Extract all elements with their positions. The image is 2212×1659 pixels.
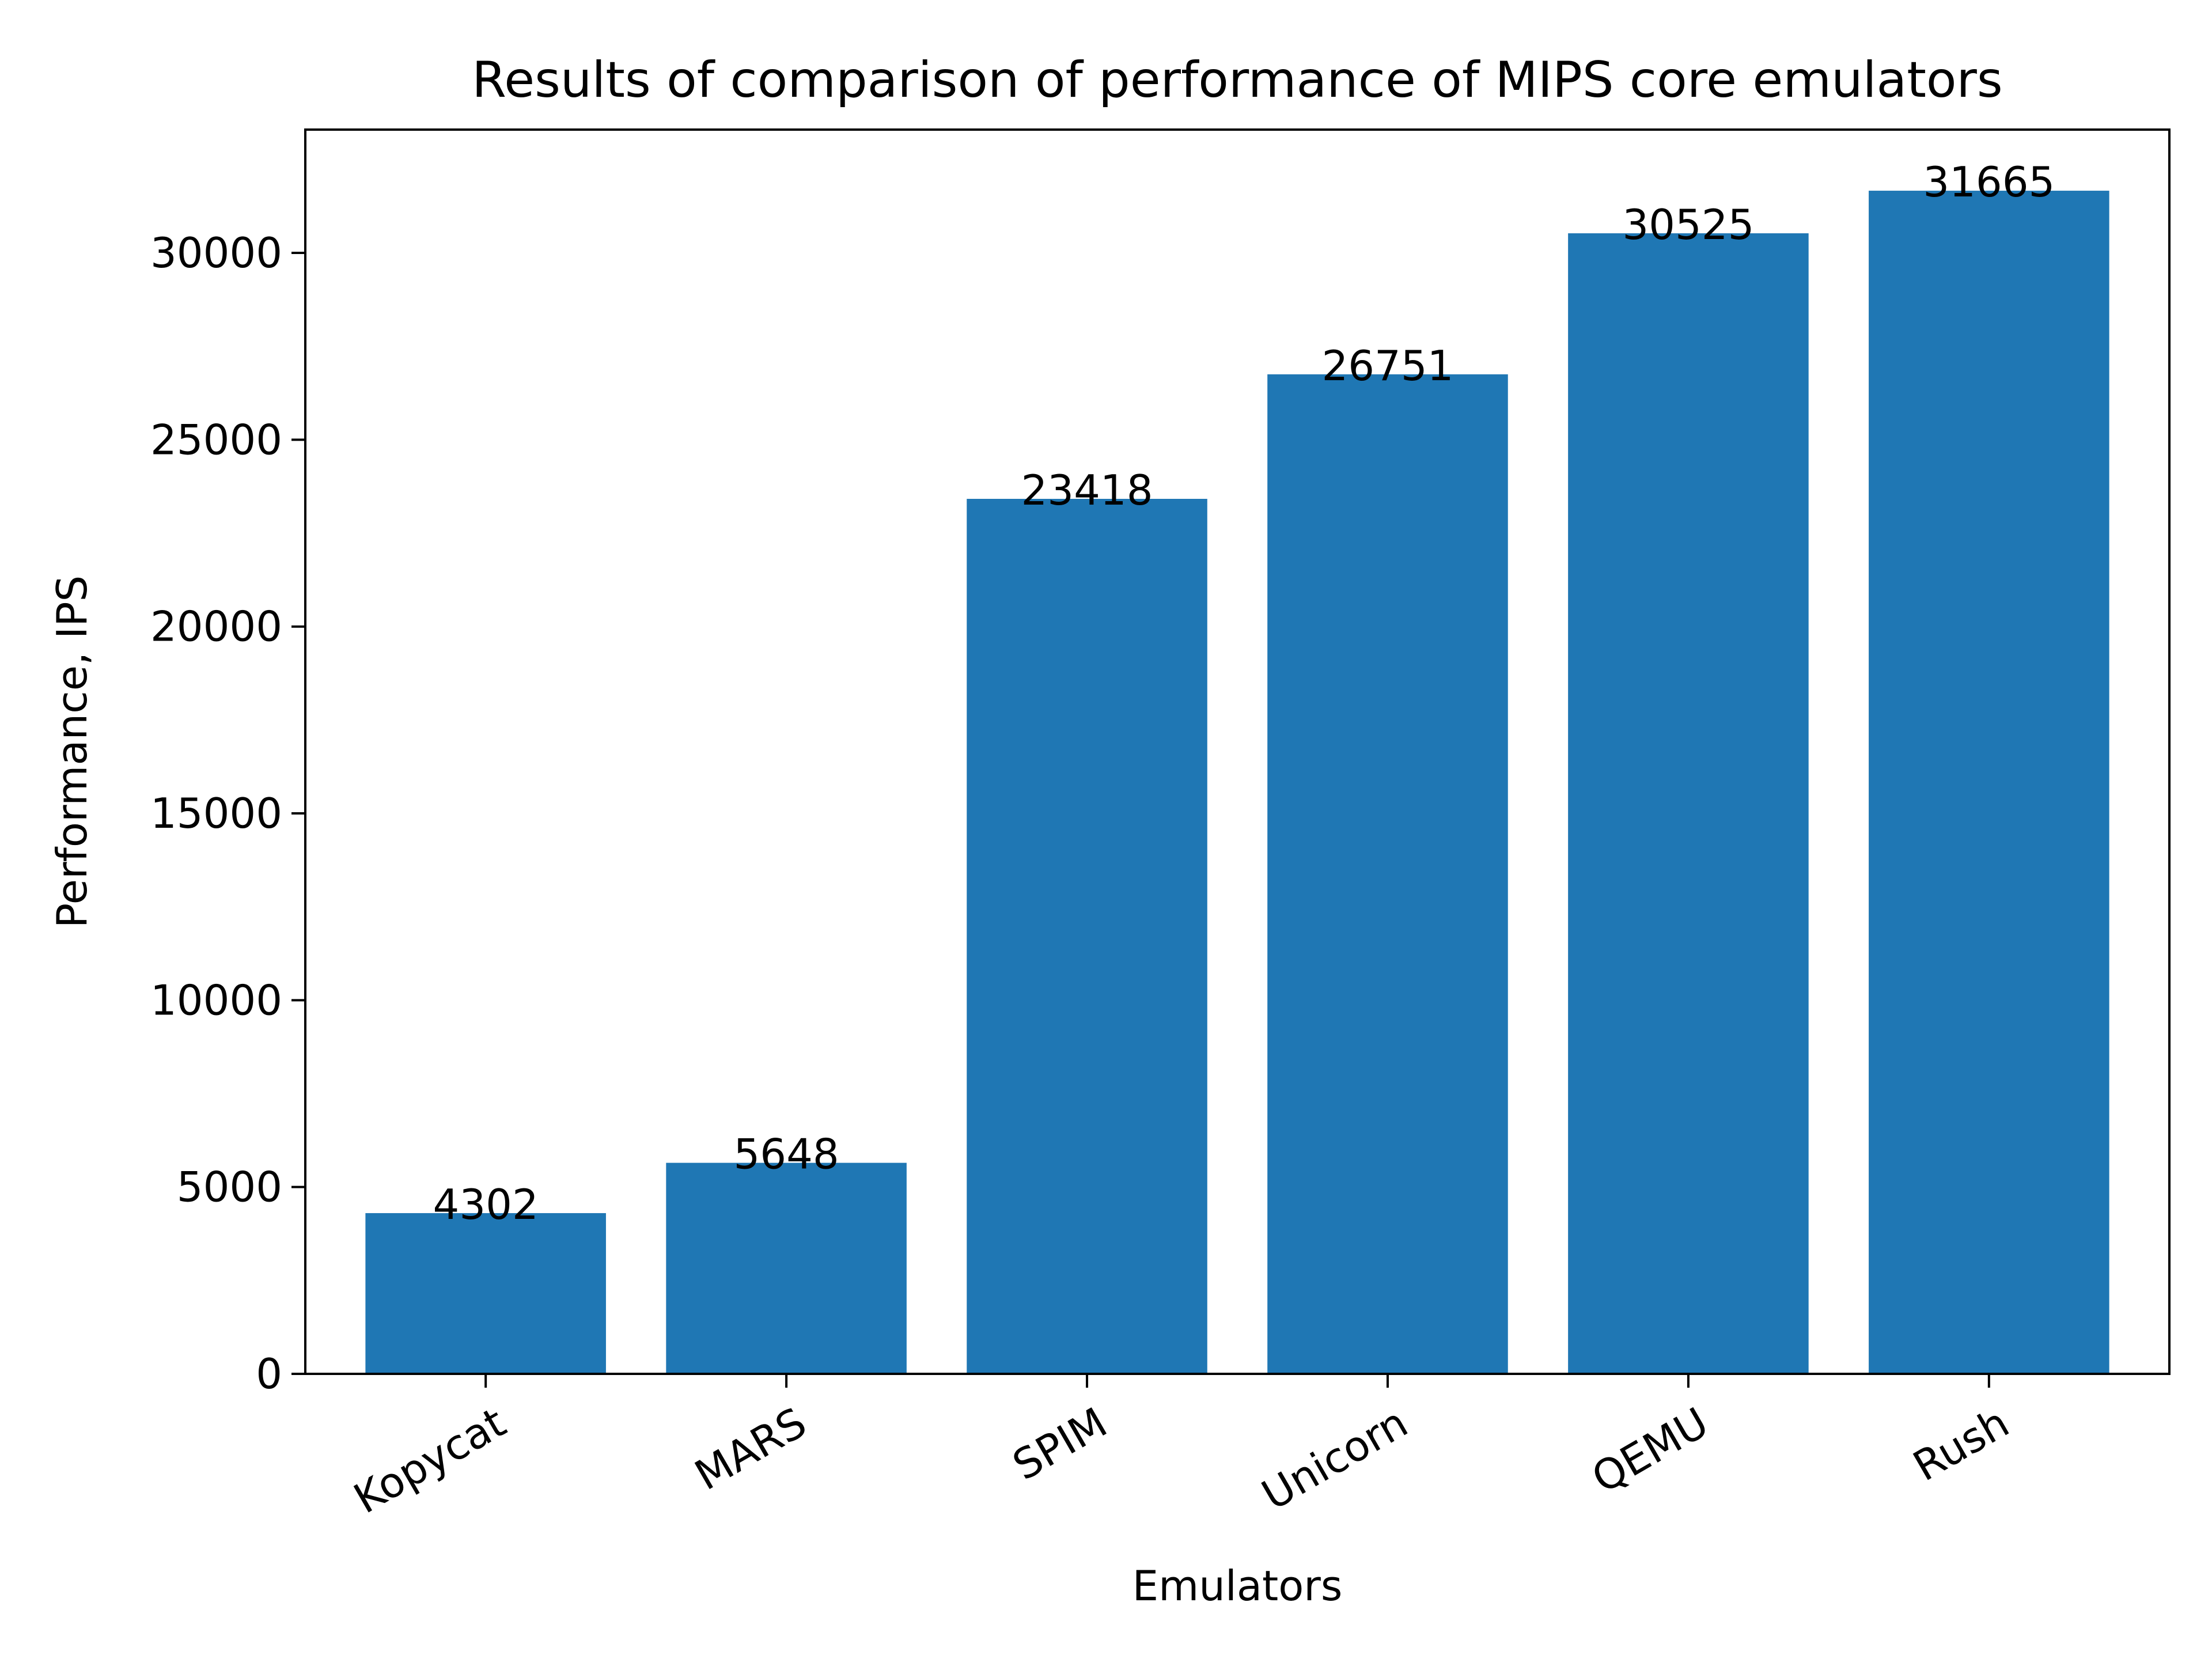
y-tick-label: 30000 <box>150 229 282 277</box>
y-tick-label: 15000 <box>150 789 282 838</box>
y-axis-ticks: 0 5000 10000 15000 20000 25000 30000 <box>150 229 305 1398</box>
data-label: 5648 <box>733 1130 839 1179</box>
data-label: 30525 <box>1622 200 1754 249</box>
bar-spim <box>967 498 1207 1374</box>
y-tick-label: 5000 <box>177 1163 282 1211</box>
y-tick-label: 0 <box>256 1350 282 1398</box>
y-axis-label: Performance, IPS <box>48 575 96 928</box>
chart-title: Results of comparison of performance of … <box>472 51 2002 109</box>
data-label: 4302 <box>433 1180 539 1229</box>
y-tick-label: 25000 <box>150 415 282 464</box>
bar-qemu <box>1568 233 1809 1374</box>
data-labels-group: 4302 5648 23418 26751 30525 31665 <box>433 158 2055 1229</box>
bar-mars <box>666 1162 907 1374</box>
bar-unicorn <box>1267 374 1508 1374</box>
y-tick-label: 20000 <box>150 603 282 651</box>
data-label: 23418 <box>1021 466 1153 514</box>
bar-rush <box>1869 191 2109 1374</box>
data-label: 31665 <box>1923 158 2055 206</box>
y-tick-label: 10000 <box>150 976 282 1024</box>
data-label: 26751 <box>1321 342 1453 390</box>
bars-group <box>365 191 2109 1374</box>
x-axis-label: Emulators <box>1132 1562 1343 1610</box>
bar-kopycat <box>365 1213 606 1374</box>
plot-area-frame <box>304 128 2171 1375</box>
